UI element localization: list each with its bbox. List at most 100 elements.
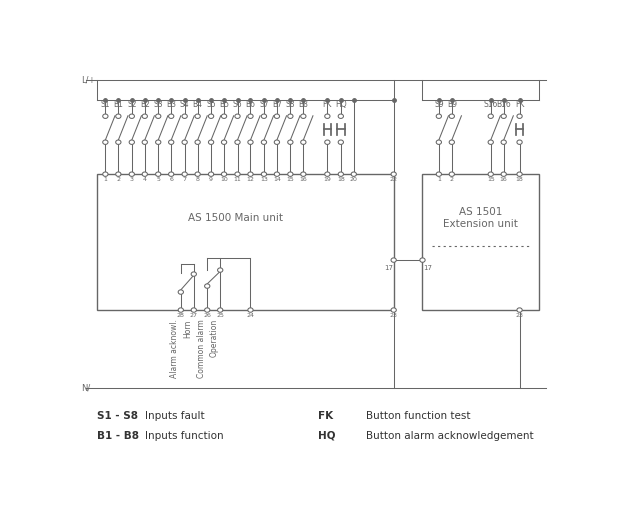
- Circle shape: [218, 308, 223, 312]
- Text: B9: B9: [447, 100, 457, 109]
- Text: N/-: N/-: [81, 384, 93, 392]
- Circle shape: [235, 172, 240, 176]
- Text: 14: 14: [273, 177, 281, 182]
- Circle shape: [436, 172, 441, 176]
- Text: 15: 15: [487, 177, 495, 182]
- Text: 19: 19: [324, 177, 331, 182]
- Circle shape: [129, 140, 135, 144]
- Circle shape: [221, 140, 227, 144]
- Circle shape: [391, 308, 396, 312]
- Circle shape: [142, 172, 148, 176]
- Circle shape: [116, 172, 121, 176]
- Circle shape: [156, 114, 161, 118]
- Text: B2: B2: [140, 100, 149, 109]
- Text: Button alarm acknowledgement: Button alarm acknowledgement: [366, 431, 533, 441]
- Text: 12: 12: [247, 177, 254, 182]
- Text: 13: 13: [260, 177, 268, 182]
- Text: 10: 10: [220, 177, 228, 182]
- Text: 16: 16: [299, 177, 307, 182]
- Circle shape: [169, 140, 174, 144]
- Circle shape: [420, 258, 425, 262]
- Text: Inputs fault: Inputs fault: [145, 411, 205, 421]
- Text: S1: S1: [100, 100, 110, 109]
- Circle shape: [274, 140, 280, 144]
- Text: 9: 9: [209, 177, 213, 182]
- Circle shape: [274, 172, 280, 176]
- Text: S3: S3: [153, 100, 163, 109]
- Text: AS 1501
Extension unit: AS 1501 Extension unit: [443, 207, 518, 229]
- Circle shape: [436, 114, 441, 118]
- Text: S4: S4: [180, 100, 190, 109]
- Circle shape: [195, 172, 200, 176]
- Text: S5: S5: [206, 100, 216, 109]
- Circle shape: [142, 140, 148, 144]
- Text: S6: S6: [232, 100, 242, 109]
- Text: Operation: Operation: [210, 319, 219, 358]
- Text: Inputs function: Inputs function: [145, 431, 223, 441]
- Circle shape: [288, 114, 293, 118]
- Text: 16: 16: [500, 177, 508, 182]
- Circle shape: [288, 172, 293, 176]
- Text: B1 - B8: B1 - B8: [97, 431, 139, 441]
- Circle shape: [169, 172, 174, 176]
- Text: S2: S2: [127, 100, 136, 109]
- Text: S16: S16: [484, 100, 498, 109]
- Text: B4: B4: [193, 100, 203, 109]
- Circle shape: [301, 114, 306, 118]
- Text: 23: 23: [389, 313, 397, 318]
- Circle shape: [248, 308, 253, 312]
- Circle shape: [182, 114, 187, 118]
- Text: FK: FK: [515, 100, 525, 109]
- Circle shape: [261, 140, 267, 144]
- Text: B1: B1: [113, 100, 123, 109]
- Text: 7: 7: [183, 177, 187, 182]
- Text: 3: 3: [130, 177, 134, 182]
- Circle shape: [208, 172, 214, 176]
- Bar: [97, 174, 394, 310]
- Circle shape: [248, 172, 253, 176]
- Text: Alarm acknowl.: Alarm acknowl.: [170, 319, 179, 378]
- Text: 18: 18: [337, 177, 345, 182]
- Text: S7: S7: [259, 100, 268, 109]
- Circle shape: [301, 140, 306, 144]
- Circle shape: [501, 172, 507, 176]
- Circle shape: [351, 172, 356, 176]
- Text: S9: S9: [434, 100, 444, 109]
- Text: Horn: Horn: [184, 319, 192, 338]
- Circle shape: [517, 308, 522, 312]
- Circle shape: [169, 114, 174, 118]
- Circle shape: [103, 140, 108, 144]
- Text: 4: 4: [143, 177, 147, 182]
- Circle shape: [391, 172, 396, 176]
- Circle shape: [488, 172, 494, 176]
- Text: B3: B3: [166, 100, 176, 109]
- Text: Button function test: Button function test: [366, 411, 471, 421]
- Text: 17: 17: [384, 265, 393, 271]
- Text: 2: 2: [450, 177, 454, 182]
- Circle shape: [517, 114, 522, 118]
- Text: FK: FK: [317, 411, 333, 421]
- Text: B16: B16: [497, 100, 511, 109]
- Text: 11: 11: [234, 177, 241, 182]
- Circle shape: [325, 114, 330, 118]
- Circle shape: [195, 140, 200, 144]
- Circle shape: [488, 114, 494, 118]
- Circle shape: [103, 114, 108, 118]
- Text: HQ: HQ: [335, 100, 347, 109]
- Circle shape: [221, 172, 227, 176]
- Text: 1: 1: [437, 177, 441, 182]
- Circle shape: [142, 114, 148, 118]
- Circle shape: [195, 114, 200, 118]
- Text: FK: FK: [322, 100, 332, 109]
- Text: 27: 27: [190, 313, 198, 318]
- Circle shape: [208, 140, 214, 144]
- Circle shape: [288, 140, 293, 144]
- Circle shape: [301, 172, 306, 176]
- Circle shape: [235, 140, 240, 144]
- Circle shape: [517, 140, 522, 144]
- Circle shape: [449, 114, 454, 118]
- Text: 1: 1: [104, 177, 107, 182]
- Text: 18: 18: [516, 177, 523, 182]
- Circle shape: [182, 140, 187, 144]
- Circle shape: [208, 114, 214, 118]
